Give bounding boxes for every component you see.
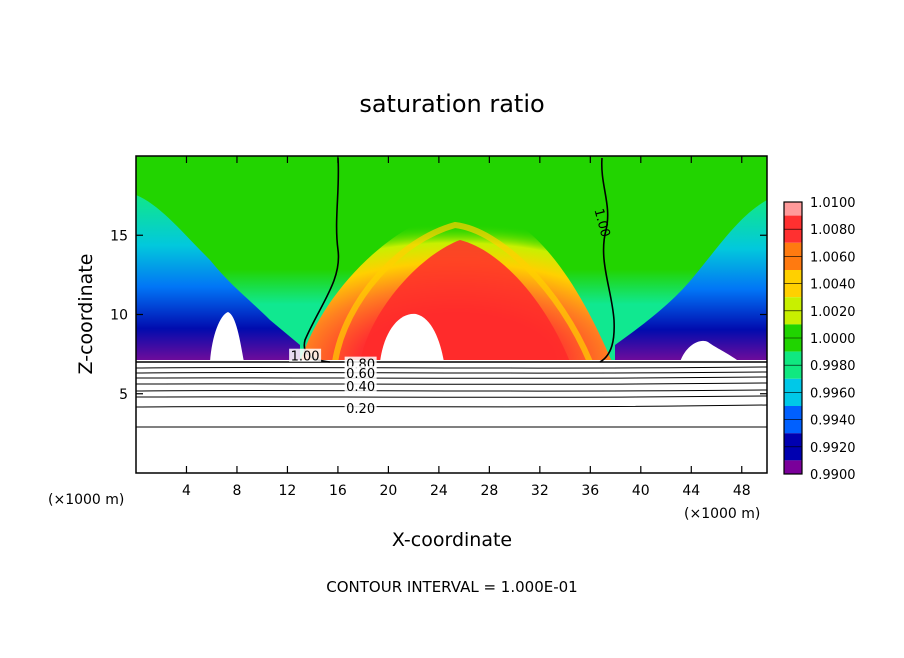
contour-label-backdrop xyxy=(289,348,322,362)
x-tick-label: 28 xyxy=(480,483,498,499)
contour-label: 1.00 xyxy=(590,207,612,239)
contour-label: 1.00 xyxy=(291,350,320,365)
contour-labels: 1.001.000.800.600.400.20 xyxy=(289,207,612,417)
contour-label-backdrop xyxy=(344,401,377,415)
colorbar-labels: 1.0100 1.0080 1.0060 1.0040 1.0020 1.0000 0.99… xyxy=(784,196,856,483)
colorbar-label: 1.0020 xyxy=(810,305,856,320)
colorbar-label: 0.9920 xyxy=(810,441,856,456)
colorbar-label: 1.0000 xyxy=(810,332,856,347)
contour-interval-footer: CONTOUR INTERVAL = 1.000E-01 xyxy=(326,578,577,596)
x-tick-label: 40 xyxy=(632,483,650,499)
y-axis-label: Z-coordinate xyxy=(75,254,97,375)
x-tick-label: 48 xyxy=(733,483,751,499)
x-tick-label: 4 xyxy=(182,483,191,499)
x-unit-left: (×1000 m) xyxy=(48,492,124,508)
x-tick-label: 36 xyxy=(581,483,599,499)
contour-label-backdrop xyxy=(344,378,377,392)
lower-region xyxy=(136,360,767,473)
contour-0.30 xyxy=(135,395,768,398)
colorbar-label: 1.0060 xyxy=(810,250,856,265)
colorbar-swatch xyxy=(784,202,802,216)
y-tick-label: 5 xyxy=(119,387,128,403)
white-hill-right xyxy=(680,340,740,362)
contour-0.50 xyxy=(135,382,768,385)
contour-0.80 xyxy=(135,366,768,369)
colorbar-label: 0.9980 xyxy=(810,359,856,374)
dome-yellow-band xyxy=(332,221,593,364)
x-tick-label: 12 xyxy=(279,483,297,499)
right-dry-region xyxy=(615,200,767,362)
contour-0.60 xyxy=(135,376,768,379)
colorbar: 1.0100 1.0080 1.0060 1.0040 1.0020 1.0000 0.99… xyxy=(783,196,856,483)
contour-label: 0.20 xyxy=(346,402,375,417)
x-axis-label: X-coordinate xyxy=(392,529,512,551)
x-tick-label: 8 xyxy=(232,483,241,499)
contour-0.40 xyxy=(135,389,768,392)
white-hill-center xyxy=(380,313,444,362)
y-tick-label: 10 xyxy=(110,308,128,324)
x-tick-label: 20 xyxy=(379,483,397,499)
y-tick-label: 15 xyxy=(110,228,128,244)
x-tick-label: 16 xyxy=(329,483,347,499)
contour-0.20 xyxy=(135,404,768,408)
plot-area: 1.001.000.800.600.400.20 4 8 12 16 20 24 28 32 3… xyxy=(110,155,768,499)
chart-title: saturation ratio xyxy=(359,90,544,118)
contour-label: 0.60 xyxy=(346,367,375,382)
colorbar-label: 1.0100 xyxy=(810,196,856,211)
colorbar-label: 0.9900 xyxy=(810,468,856,483)
white-hill-left xyxy=(210,312,244,362)
contour-label-backdrop xyxy=(344,366,377,380)
colorbar-label: 1.0080 xyxy=(810,223,856,238)
contour-0.70 xyxy=(135,371,768,374)
contour-lines xyxy=(135,157,768,428)
colorbar-label: 1.0040 xyxy=(810,278,856,293)
colorbar-swatch xyxy=(784,460,802,474)
left-dry-region xyxy=(136,195,300,362)
contour-label: 0.40 xyxy=(346,380,375,395)
contour-1.00-right xyxy=(599,157,615,363)
colorbar-label: 0.9940 xyxy=(810,414,856,429)
x-unit-right: (×1000 m) xyxy=(684,506,760,522)
x-tick-label: 44 xyxy=(682,483,700,499)
colorbar-label: 0.9960 xyxy=(810,386,856,401)
x-tick-label: 32 xyxy=(531,483,549,499)
x-tick-label: 24 xyxy=(430,483,448,499)
